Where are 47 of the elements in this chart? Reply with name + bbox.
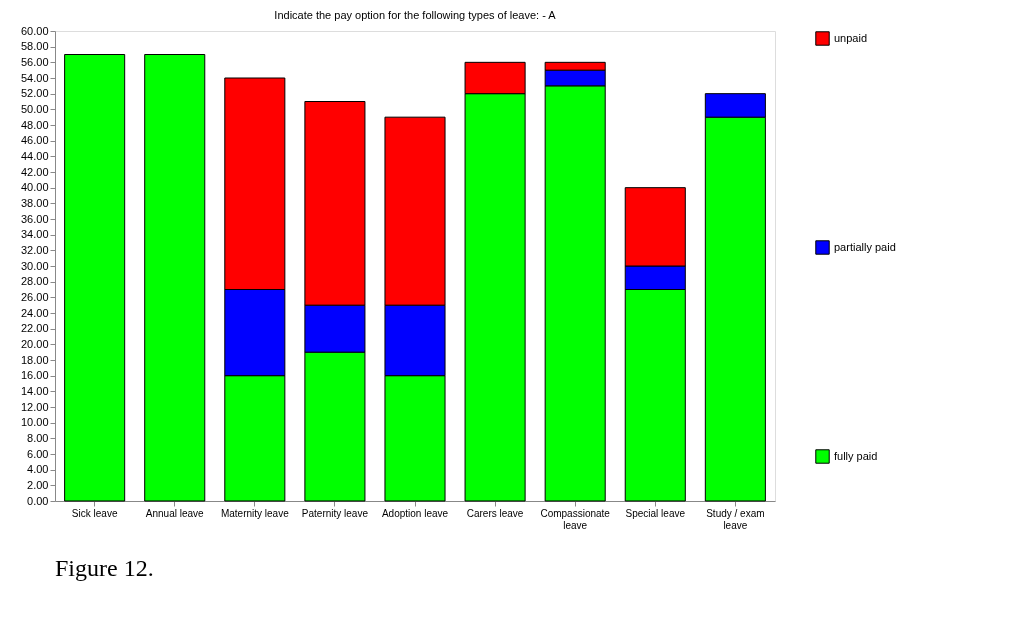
caption: Figure 12. bbox=[55, 555, 154, 581]
y-tick-label: 52.00 bbox=[20, 87, 49, 100]
legend-label: partially paid bbox=[834, 240, 896, 253]
x-tick-label: Annual leave bbox=[145, 507, 205, 519]
y-tick-label: 22.00 bbox=[20, 322, 49, 335]
y-tick-label: 26.00 bbox=[20, 290, 49, 303]
legend-label: unpaid bbox=[834, 31, 868, 44]
x-tick-label: Sick leave bbox=[71, 507, 118, 519]
y-tick-label: 30.00 bbox=[20, 259, 49, 272]
y-tick-label: 14.00 bbox=[20, 384, 49, 397]
legend-label: fully paid bbox=[834, 449, 878, 462]
y-tick-label: 58.00 bbox=[20, 40, 49, 53]
x-tick-label: Carers leave bbox=[466, 507, 524, 519]
y-tick-label: 16.00 bbox=[20, 369, 49, 382]
x-tick-label: Study / exam leave bbox=[706, 507, 765, 531]
chart-title: Indicate the pay option for the following types of leave: - A bbox=[274, 9, 557, 21]
x-tick-label: Adoption leave bbox=[381, 507, 449, 519]
x-tick-label: Maternity leave bbox=[220, 507, 290, 519]
y-tick-label: 32.00 bbox=[20, 243, 49, 256]
y-tick-label: 54.00 bbox=[20, 71, 49, 84]
y-tick-label: 40.00 bbox=[20, 181, 49, 194]
y-tick-label: 10.00 bbox=[20, 416, 49, 429]
x-tick-label: Paternity leave bbox=[301, 507, 369, 519]
y-tick-label: 4.00 bbox=[27, 463, 49, 476]
y-tick-label: 38.00 bbox=[20, 196, 49, 209]
y-tick-label: 44.00 bbox=[20, 149, 49, 162]
y-tick-label: 48.00 bbox=[20, 118, 49, 131]
y-tick-label: 2.00 bbox=[27, 478, 49, 491]
y-tick-label: 42.00 bbox=[20, 165, 49, 178]
y-tick-label: 18.00 bbox=[20, 353, 49, 366]
y-tick-label: 56.00 bbox=[20, 55, 49, 68]
y-tick-label: 0.00 bbox=[27, 494, 49, 507]
y-tick-label: 34.00 bbox=[20, 228, 49, 241]
y-tick-label: 28.00 bbox=[20, 275, 49, 288]
x-tick-label: Compassionate leave bbox=[540, 507, 611, 531]
y-tick-label: 60.00 bbox=[20, 24, 49, 37]
bar bbox=[64, 54, 126, 502]
bar bbox=[144, 54, 206, 502]
y-tick-label: 46.00 bbox=[20, 134, 49, 147]
y-tick-label: 36.00 bbox=[20, 212, 49, 225]
y-tick-label: 12.00 bbox=[20, 400, 49, 413]
y-tick-label: 50.00 bbox=[20, 102, 49, 115]
y-tick-label: 8.00 bbox=[27, 431, 49, 444]
y-tick-label: 6.00 bbox=[27, 447, 49, 460]
x-tick-label: Special leave bbox=[625, 507, 686, 519]
y-tick-label: 20.00 bbox=[20, 337, 49, 350]
y-tick-label: 24.00 bbox=[20, 306, 49, 319]
